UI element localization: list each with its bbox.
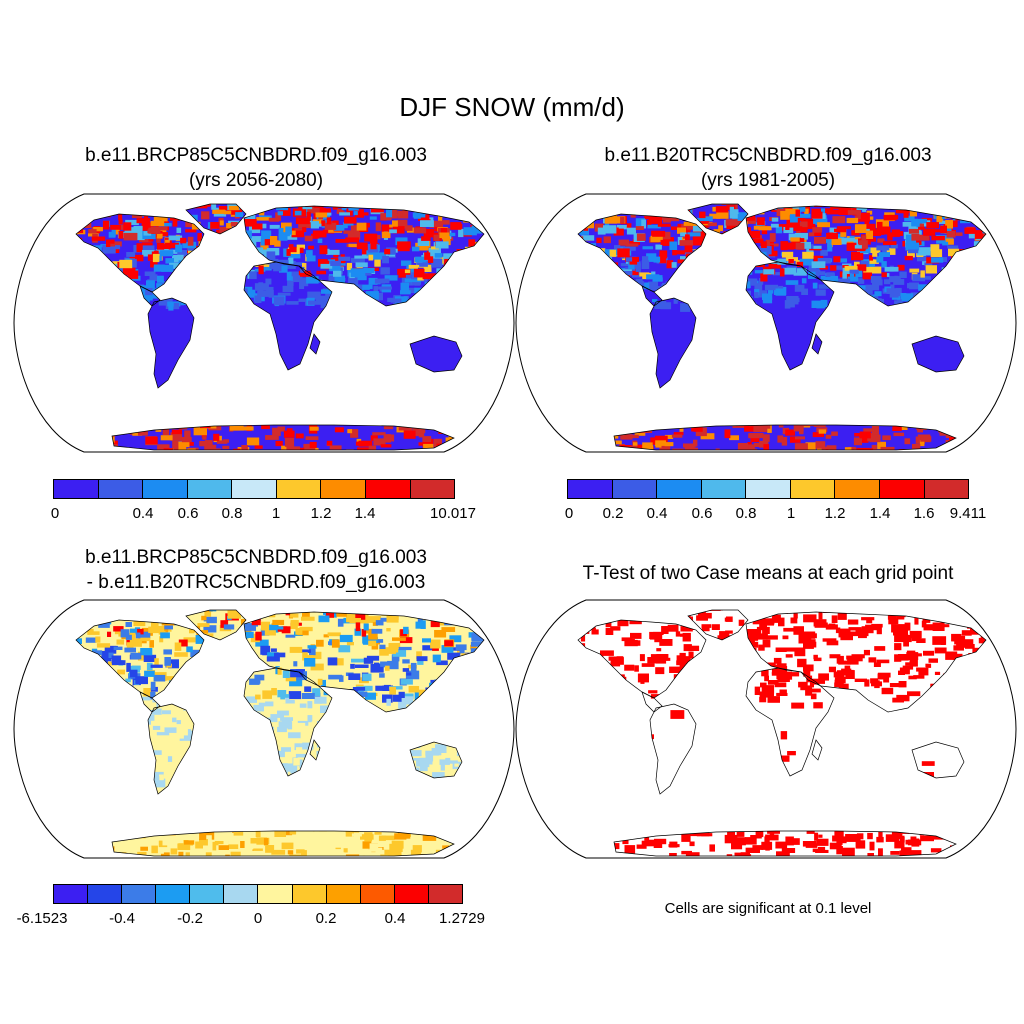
- panel3-title-line2: - b.e11.B20TRC5CNBDRD.f09_g16.003: [86, 572, 426, 593]
- p2-colorbar-swatch-0: [568, 480, 613, 498]
- p3-colorbar-swatch-7: [292, 885, 327, 903]
- p1-colorbar-swatch-1: [98, 480, 144, 498]
- p3-colorbar-tick-1: -0.4: [109, 910, 135, 927]
- p2-colorbar-swatch-2: [657, 480, 702, 498]
- p1-colorbar-tick-7: 10.017: [430, 505, 476, 522]
- panel4-map: [515, 599, 1017, 859]
- panel3-colorbar: [53, 884, 463, 904]
- panel2-map: [515, 193, 1017, 453]
- p2-colorbar-tick-5: 1: [786, 505, 796, 522]
- p1-colorbar-swatch-7: [365, 480, 411, 498]
- panel3-title-line1: b.e11.BRCP85C5CNBDRD.f09_g16.003: [85, 547, 427, 568]
- p3-colorbar-swatch-2: [122, 885, 157, 903]
- p3-colorbar-tick-2: -0.2: [177, 910, 203, 927]
- p2-colorbar-swatch-8: [924, 480, 969, 498]
- figure-title: DJF SNOW (mm/d): [399, 92, 625, 122]
- p3-colorbar-tick-0: -6.1523: [16, 910, 68, 927]
- p1-colorbar-swatch-8: [410, 480, 455, 498]
- p2-colorbar-tick-0: 0: [564, 505, 574, 522]
- p2-colorbar-swatch-7: [879, 480, 925, 498]
- p1-colorbar-tick-3: 0.8: [221, 505, 243, 522]
- p3-colorbar-swatch-8: [326, 885, 361, 903]
- p1-colorbar-tick-0: 0: [50, 505, 60, 522]
- p1-colorbar-swatch-3: [187, 480, 233, 498]
- p2-colorbar-swatch-1: [612, 480, 658, 498]
- p3-colorbar-swatch-5: [224, 885, 259, 903]
- panel1-title-line1: b.e11.BRCP85C5CNBDRD.f09_g16.003: [85, 145, 427, 166]
- p3-colorbar-tick-5: 0.4: [384, 910, 406, 927]
- p3-colorbar-tick-3: 0: [253, 910, 263, 927]
- p3-colorbar-tick-4: 0.2: [315, 910, 337, 927]
- p1-colorbar-tick-1: 0.4: [132, 505, 154, 522]
- p3-colorbar-swatch-4: [190, 885, 225, 903]
- p3-colorbar-swatch-1: [88, 885, 123, 903]
- p2-colorbar-swatch-3: [701, 480, 747, 498]
- p2-colorbar-swatch-4: [746, 480, 791, 498]
- p1-colorbar-swatch-4: [232, 480, 277, 498]
- p2-colorbar-tick-6: 1.2: [824, 505, 846, 522]
- p1-colorbar-swatch-6: [321, 480, 366, 498]
- p2-colorbar-tick-2: 0.4: [646, 505, 668, 522]
- p1-colorbar-tick-4: 1: [271, 505, 281, 522]
- panel2-title-line1: b.e11.B20TRC5CNBDRD.f09_g16.003: [604, 145, 932, 166]
- p1-colorbar-swatch-2: [143, 480, 188, 498]
- p3-colorbar-tick-6: 1.2729: [439, 910, 485, 927]
- significance-note: Cells are significant at 0.1 level: [664, 900, 872, 917]
- panel2-title-line2: (yrs 1981-2005): [700, 170, 836, 191]
- p3-colorbar-swatch-10: [394, 885, 429, 903]
- panel3-map: [13, 599, 515, 859]
- p3-colorbar-swatch-0: [54, 885, 89, 903]
- p3-colorbar-swatch-11: [428, 885, 462, 903]
- p2-colorbar-tick-1: 0.2: [602, 505, 624, 522]
- p3-colorbar-swatch-6: [258, 885, 293, 903]
- p2-colorbar-tick-4: 0.8: [735, 505, 757, 522]
- panel2-colorbar: [567, 479, 969, 499]
- panel1-colorbar: [53, 479, 455, 499]
- p2-colorbar-tick-7: 1.4: [869, 505, 891, 522]
- p3-colorbar-swatch-3: [156, 885, 191, 903]
- p1-colorbar-tick-6: 1.4: [354, 505, 376, 522]
- panel1-map: [13, 193, 515, 453]
- p1-colorbar-tick-2: 0.6: [177, 505, 199, 522]
- p3-colorbar-swatch-9: [360, 885, 395, 903]
- panel4-title: T-Test of two Case means at each grid po…: [582, 563, 954, 584]
- p2-colorbar-swatch-5: [790, 480, 836, 498]
- p2-colorbar-tick-9: 9.411: [949, 505, 987, 522]
- p2-colorbar-tick-3: 0.6: [691, 505, 713, 522]
- p1-colorbar-tick-5: 1.2: [310, 505, 332, 522]
- panel1-title-line2: (yrs 2056-2080): [188, 170, 324, 191]
- p2-colorbar-swatch-6: [835, 480, 880, 498]
- p2-colorbar-tick-8: 1.6: [913, 505, 935, 522]
- p1-colorbar-swatch-5: [276, 480, 322, 498]
- p1-colorbar-swatch-0: [54, 480, 99, 498]
